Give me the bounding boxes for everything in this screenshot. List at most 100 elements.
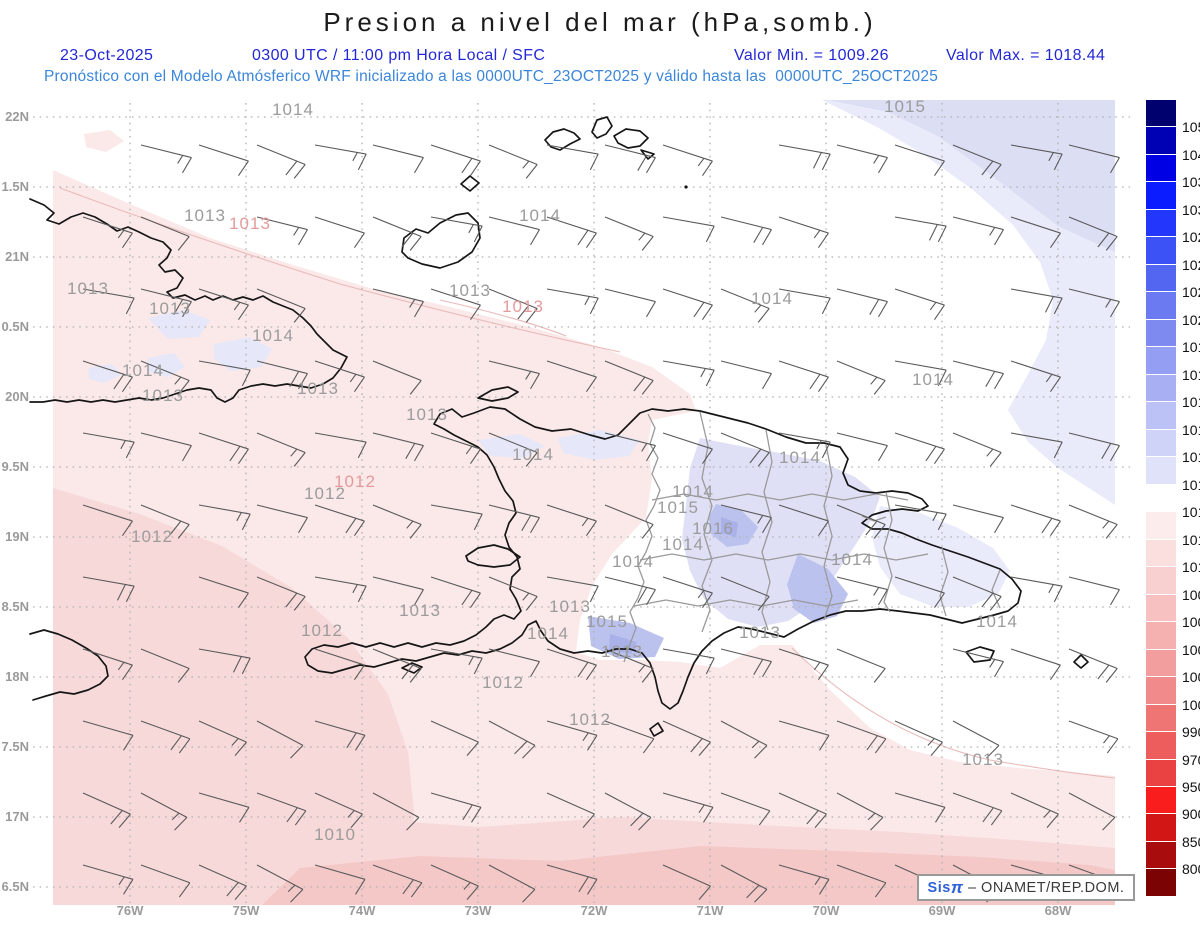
wind-barb [256,216,308,246]
turks-island-2 [613,128,649,149]
tortuga-island [477,386,519,402]
contour-label: 1014 [252,326,294,345]
wind-barb [198,360,251,387]
wind-barb [372,864,423,898]
wind-barb [1010,576,1063,603]
contour-label: 1010 [314,825,356,844]
wind-barb [314,216,365,249]
wind-barb [894,504,947,531]
wind-barb [256,360,308,390]
wind-barb [372,792,420,831]
wind-barb [778,288,831,315]
wind-barb [778,648,829,681]
province-borders [623,411,1001,663]
colorbar-cell [1146,402,1176,430]
small-cay [684,185,688,189]
wind-barb [836,720,887,754]
lon-label: 74W [348,903,376,918]
wind-barb [836,576,888,606]
wind-barb [604,216,654,251]
wind-barb [662,792,714,823]
contour-label: 1014 [831,550,873,569]
colorbar-label: 1006 [1182,614,1200,631]
colorbar-cell [1146,649,1176,678]
wind-barb [488,720,536,759]
contour-label: 1014 [519,206,561,225]
contour-label: 1014 [976,612,1018,631]
wind-barb [256,288,306,323]
contour-label: 1013 [229,214,271,233]
colorbar-cell [1146,677,1176,705]
wind-barb [720,720,768,759]
colorbar-label: 1000 [1182,696,1200,713]
colorbar-label: 1017 [1182,394,1200,411]
wind-barb [82,288,135,315]
wind-barb [894,576,945,609]
wind-barb [836,864,887,898]
wind-barb [82,216,133,249]
wind-barb [778,216,829,249]
wind-barb [430,720,479,757]
colorbar-label: 1030 [1182,201,1200,218]
wind-barb [952,792,1003,826]
contour-label: 1013 [601,642,643,661]
lat-label: 8.5N [1,599,29,614]
gonave-island [465,544,521,568]
wind-barb [836,504,886,539]
colorbar-cell [1146,209,1176,238]
wind-barb [604,792,652,831]
wind-barb [82,576,135,603]
wind-barb [488,360,540,390]
credit-separator: – [963,879,982,896]
wind-barb [314,504,365,537]
lon-label: 76W [116,903,144,918]
wind-barb [140,432,192,462]
max-value-label: Valor Max. = 1018.44 [946,47,1106,64]
colorbar-cell [1146,319,1176,348]
wind-barb [1068,648,1118,683]
lat-label: 21N [5,249,29,264]
cuba-coastline [29,198,348,403]
wind-barb [662,144,713,177]
wind-barb [256,504,308,534]
wind-barb [662,216,715,243]
beata-island [649,722,664,737]
contour-label: 1014 [122,361,164,380]
lat-label: 18N [5,669,29,684]
lat-label: 20N [5,389,29,404]
wind-barb [488,144,538,179]
colorbar-cell [1146,622,1176,650]
wind-barb [1010,216,1061,249]
wind-barb [1010,360,1061,393]
wind-barbs [82,144,1120,903]
contour-label: 1012 [131,527,173,546]
wind-barb [488,216,540,246]
wind-barb [140,360,190,395]
wind-barb [82,720,134,751]
wind-barb [546,720,598,751]
lon-label: 68W [1044,903,1072,918]
wind-barb [894,144,945,177]
contour-label: 1012 [482,673,524,692]
wind-barb [1068,720,1119,754]
wind-barb [662,648,715,675]
wind-barb [662,720,711,757]
colorbar-cell [1146,127,1176,155]
wind-barb [952,504,1004,534]
mayaguana-island [544,128,581,151]
wind-barb [720,864,768,903]
colorbar-label: 1004 [1182,641,1200,658]
wind-barb [140,288,192,318]
lat-label: 19N [5,529,29,544]
wind-barb [546,504,597,537]
colorbar-label: 1040 [1182,146,1200,163]
wind-barb [1068,288,1120,318]
colorbar-label: 1025 [1182,256,1200,273]
lon-label: 75W [232,903,260,918]
wind-barb [314,144,367,171]
contour-label: 1013 [549,597,591,616]
contour-label: 1014 [612,552,654,571]
wind-barb [488,576,538,611]
